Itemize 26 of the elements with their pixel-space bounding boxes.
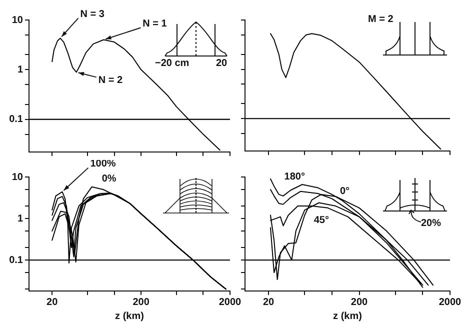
x-tick-label: 20 [46, 296, 58, 308]
x-tick-label: 200 [132, 296, 150, 308]
y-tick-label: 10 [12, 14, 24, 26]
annotation: 180° [284, 172, 305, 183]
annotation: −20 cm [155, 58, 190, 69]
y-tick-label: 1 [17, 64, 24, 76]
annotation: M = 2 [368, 14, 394, 25]
x-tick-label: 2000 [218, 296, 242, 308]
annotation: N = 3 [80, 8, 105, 20]
annotation: 20 [216, 58, 228, 69]
annotation: 0° [340, 186, 350, 198]
x-tick-label: 200 [350, 296, 368, 308]
y-tick-label: 0.1 [9, 254, 24, 266]
y-tick-label: 10 [12, 172, 24, 183]
x-tick-label: 2000 [438, 296, 462, 308]
x-axis-title: z (km) [115, 310, 144, 322]
annotation: N = 1 [142, 18, 168, 30]
annotation: 20% [421, 218, 442, 229]
annotation: 0% [102, 174, 116, 185]
annotation: 100% [90, 158, 116, 170]
y-tick-label: 0.1 [9, 114, 24, 126]
annotation: N = 2 [98, 74, 123, 86]
annotation: 45° [314, 214, 329, 226]
x-tick-label: 20 [262, 296, 275, 308]
y-tick-label: 1 [17, 213, 24, 224]
x-axis-title: z (km) [333, 310, 362, 322]
